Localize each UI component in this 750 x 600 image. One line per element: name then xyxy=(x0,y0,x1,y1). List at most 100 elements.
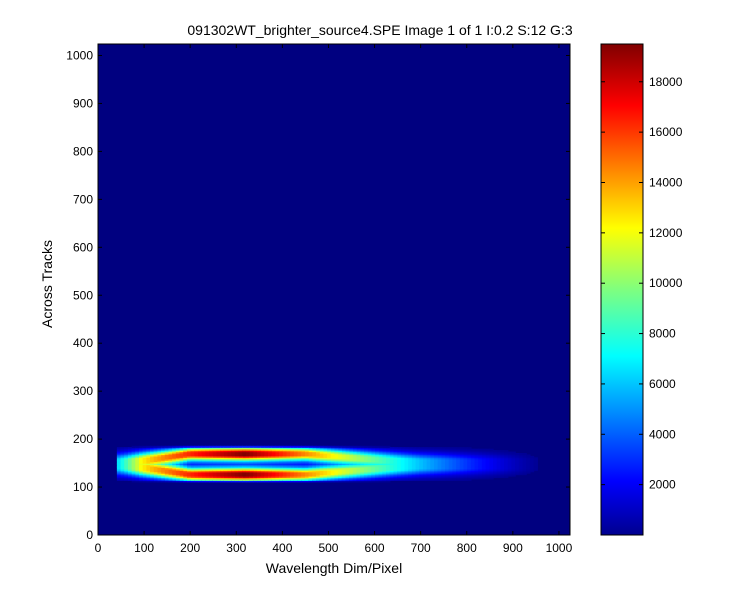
heatmap-cell xyxy=(198,473,203,476)
heatmap-cell xyxy=(470,457,476,460)
heatmap-cell xyxy=(330,476,336,479)
heatmap-cell xyxy=(212,471,218,474)
heatmap-cell xyxy=(164,478,170,481)
heatmap-cell xyxy=(371,448,376,451)
heatmap-cell xyxy=(397,477,402,480)
heatmap-cell xyxy=(360,453,365,456)
heatmap-cell xyxy=(474,451,479,454)
heatmap-cell xyxy=(194,477,199,480)
heatmap-cell xyxy=(271,467,277,470)
heatmap-cell xyxy=(223,461,229,464)
heatmap-cell xyxy=(393,468,398,471)
heatmap-cell xyxy=(223,473,229,476)
heatmap-cell xyxy=(249,450,254,453)
heatmap-cell xyxy=(434,476,439,479)
heatmap-cell xyxy=(448,467,454,470)
heatmap-cell xyxy=(500,468,505,471)
heatmap-cell xyxy=(493,463,498,466)
heatmap-cell xyxy=(282,480,288,483)
heatmap-cell xyxy=(319,448,324,451)
heatmap-cell xyxy=(290,470,295,473)
heatmap-cell xyxy=(297,468,302,471)
heatmap-cell xyxy=(408,457,413,460)
y-tick-label: 200 xyxy=(73,432,93,446)
heatmap-cell xyxy=(220,451,225,454)
heatmap-cell xyxy=(389,465,395,468)
heatmap-cell xyxy=(334,463,339,466)
heatmap-cell xyxy=(212,457,218,460)
heatmap-cell xyxy=(227,470,232,473)
heatmap-cell xyxy=(127,448,133,451)
heatmap-cell xyxy=(146,471,151,474)
heatmap-cell xyxy=(286,471,291,474)
heatmap-cell xyxy=(474,448,479,451)
heatmap-cell xyxy=(470,471,476,474)
heatmap-cell xyxy=(367,461,372,464)
heatmap-cell xyxy=(131,453,136,456)
heatmap-cell xyxy=(245,458,251,461)
heatmap-cell xyxy=(209,461,214,464)
heatmap-cell xyxy=(297,478,302,481)
heatmap-cell xyxy=(467,476,472,479)
heatmap-cell xyxy=(316,455,321,458)
heatmap-cell xyxy=(334,465,339,468)
heatmap-cell xyxy=(201,464,206,467)
heatmap-cell xyxy=(478,463,483,466)
heatmap-cell xyxy=(183,461,188,464)
heatmap-cell xyxy=(452,473,457,476)
heatmap-cell xyxy=(404,470,409,473)
heatmap-cell xyxy=(205,470,210,473)
heatmap-cell xyxy=(415,470,420,473)
heatmap-cell xyxy=(175,467,181,470)
heatmap-cell xyxy=(153,460,159,463)
heatmap-cell xyxy=(286,468,291,471)
heatmap-cell xyxy=(478,474,483,477)
heatmap-cell xyxy=(172,476,177,479)
heatmap-cell xyxy=(437,448,442,451)
heatmap-cell xyxy=(463,477,468,480)
heatmap-cell xyxy=(157,477,162,480)
heatmap-cell xyxy=(257,480,262,483)
heatmap-cell xyxy=(419,451,424,454)
heatmap-cell xyxy=(319,476,324,479)
heatmap-cell xyxy=(150,471,155,474)
heatmap-cell xyxy=(271,457,277,460)
heatmap-cell xyxy=(282,465,288,468)
heatmap-cell xyxy=(470,450,476,453)
heatmap-cell xyxy=(419,464,424,467)
heatmap-cell xyxy=(231,468,236,471)
heatmap-cell xyxy=(227,463,232,466)
heatmap-cell xyxy=(478,476,483,479)
heatmap-cell xyxy=(249,468,254,471)
heatmap-cell xyxy=(150,458,155,461)
heatmap-cell xyxy=(327,477,332,480)
heatmap-cell xyxy=(209,476,214,479)
heatmap-cell xyxy=(496,471,501,474)
heatmap-cell xyxy=(334,467,339,470)
heatmap-cell xyxy=(231,458,236,461)
heatmap-cell xyxy=(164,457,170,460)
heatmap-cell xyxy=(363,464,369,467)
heatmap-cell xyxy=(338,467,343,470)
heatmap-cell xyxy=(459,461,465,464)
heatmap-cell xyxy=(478,451,483,454)
heatmap-cell xyxy=(456,467,461,470)
heatmap-cell xyxy=(367,470,372,473)
heatmap-cell xyxy=(139,463,144,466)
heatmap-cell xyxy=(268,465,273,468)
heatmap-cell xyxy=(205,464,210,467)
heatmap-cell xyxy=(175,463,181,466)
heatmap-cell xyxy=(186,455,192,458)
heatmap-cell xyxy=(135,447,140,450)
heatmap-cell xyxy=(290,480,295,483)
heatmap-cell xyxy=(194,467,199,470)
heatmap-cell xyxy=(500,461,505,464)
heatmap-cell xyxy=(382,476,387,479)
heatmap-cell xyxy=(481,464,487,467)
heatmap-cell xyxy=(507,465,513,468)
heatmap-cell xyxy=(179,461,184,464)
heatmap-cell xyxy=(253,457,258,460)
heatmap-cell xyxy=(168,445,173,448)
heatmap-cell xyxy=(316,468,321,471)
heatmap-cell xyxy=(168,463,173,466)
